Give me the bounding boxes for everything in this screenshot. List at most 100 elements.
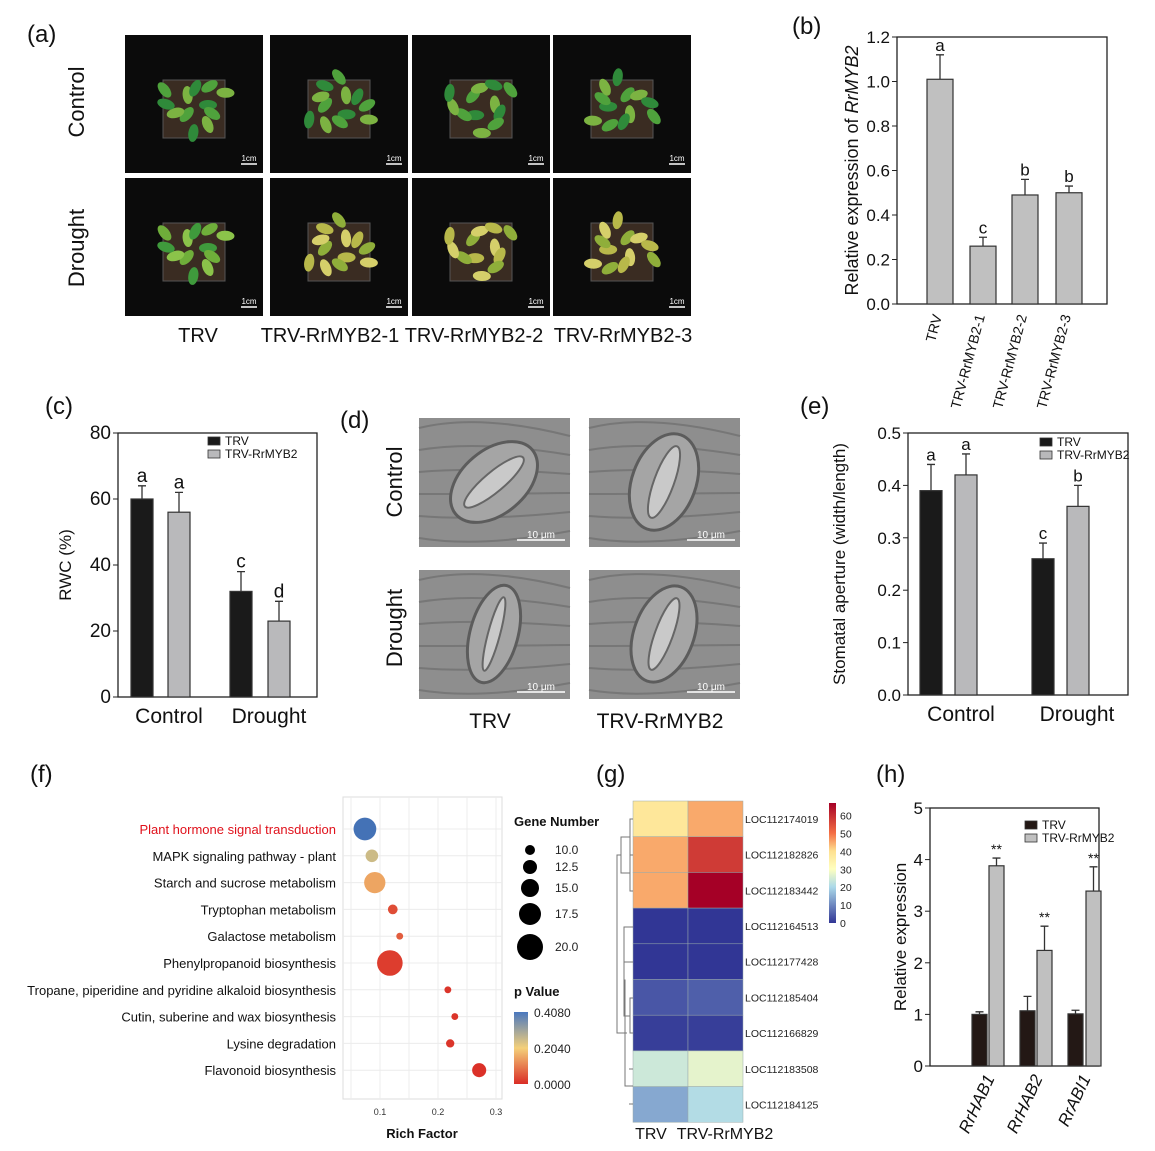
y-tick-label: 1.2 (866, 28, 890, 47)
x-category-label: RrHAB1 (955, 1072, 999, 1137)
error-bar (275, 600, 283, 622)
size-legend-circle (519, 903, 541, 925)
color-legend-title: p Value (514, 984, 560, 999)
panel-label-b: (b) (792, 13, 821, 40)
legend-label: TRV (225, 434, 249, 448)
legend-swatch (1039, 450, 1053, 460)
scale-bar-label: 1cm (386, 297, 401, 306)
significance-letter: d (274, 581, 285, 602)
row-label: LOC112182826 (745, 850, 819, 862)
leaf (216, 230, 235, 241)
scale-bar-label: 10 μm (697, 530, 725, 541)
x-category-label: Control (135, 705, 203, 728)
y-tick-label: 1.0 (866, 73, 890, 92)
cell-wall (418, 421, 571, 437)
panel-label-e: (e) (800, 393, 829, 420)
leaf (340, 229, 352, 248)
y-tick-label: 0.4 (866, 206, 890, 225)
y-tick-label: 0.1 (877, 634, 901, 653)
scale-bar-label: 1cm (241, 297, 256, 306)
heatmap-cell (632, 836, 689, 873)
pathway-label: Lysine degradation (227, 1036, 336, 1051)
size-legend-circle (525, 845, 535, 855)
scale-bar-label: 1cm (669, 154, 684, 163)
panel-c: (c) 0 20 40 60 80 RWC (%) a a Control c d Drought TRV… (45, 393, 318, 728)
bar (130, 498, 154, 698)
error-bar (1021, 178, 1029, 195)
y-tick-label: 0.5 (877, 424, 901, 443)
heatmap-cell (632, 800, 689, 837)
row-label-control: Control (382, 447, 407, 518)
y-tick-label: 20 (90, 621, 111, 642)
error-bar (927, 463, 935, 491)
x-axis-label: Rich Factor (386, 1126, 458, 1141)
leaf (444, 226, 455, 245)
leaf (331, 115, 348, 129)
panel-label-a: (a) (27, 21, 56, 48)
significance-letter: c (1039, 524, 1048, 543)
leaf (493, 104, 506, 122)
leaf (599, 78, 611, 96)
bar (1066, 505, 1090, 696)
y-tick-label: 3 (914, 902, 923, 921)
leaf (316, 223, 334, 235)
size-legend-label: 12.5 (555, 860, 579, 874)
bar (1067, 1013, 1084, 1067)
bar (1036, 949, 1053, 1067)
y-tick-label: 0.2 (877, 581, 901, 600)
column-label: TRV-RrMYB2-2 (405, 325, 544, 347)
leaf (503, 225, 518, 241)
color-legend-label: 0.4080 (534, 1006, 571, 1020)
leaf (447, 241, 459, 259)
leaf (311, 91, 330, 103)
row-label: LOC112183442 (745, 885, 819, 897)
legend-swatch (1024, 820, 1038, 830)
leaf (216, 87, 235, 98)
scale-bar-label: 1cm (241, 154, 256, 163)
y-axis-label: Relative expression of RrMYB2 (842, 45, 862, 295)
size-legend-label: 15.0 (555, 881, 579, 895)
leaf (304, 110, 315, 129)
bar (267, 620, 291, 698)
leaf (179, 250, 194, 266)
significance-letter: b (1073, 466, 1082, 485)
y-tick-label: 0.0 (866, 295, 890, 314)
panel-f: (f) Plant hormone signal transduction MAPK… (27, 761, 599, 1141)
error-bar (237, 570, 245, 592)
leaf (444, 83, 455, 102)
leaf (470, 225, 489, 237)
leaf (493, 247, 506, 265)
leaf (472, 127, 491, 139)
panel-h: (h) 0 1 2 3 4 5 Relative expression ** RrHAB1 ** Rr… (876, 761, 1115, 1136)
panel-g: (g) LOC112174019 LOC112182826 LOC112183442 L… (596, 761, 852, 1143)
leaf (601, 118, 619, 132)
leaf (337, 252, 356, 263)
bar (229, 590, 253, 698)
row-label: LOC112183508 (745, 1064, 819, 1076)
dendrogram (616, 818, 633, 1105)
size-legend-circle (517, 934, 543, 960)
legend-label: TRV (1042, 818, 1066, 832)
y-tick-label: 0.2 (866, 251, 890, 270)
significance-letter: a (926, 445, 936, 464)
significance-mark: ** (1088, 850, 1099, 866)
bubble (364, 871, 386, 894)
significance-letter: c (979, 218, 988, 237)
error-bar (1065, 185, 1073, 193)
heatmap-cell (632, 1014, 689, 1052)
leaf (204, 107, 221, 120)
y-tick-label: 40 (90, 555, 111, 576)
row-label: LOC112177428 (745, 957, 819, 969)
size-legend-title: Gene Number (514, 814, 599, 829)
leaf (612, 211, 623, 230)
error-bar (1023, 995, 1032, 1011)
bar (1031, 558, 1055, 696)
bubble (377, 950, 403, 976)
x-tick-label: 0.3 (490, 1107, 503, 1117)
row-label-control: Control (64, 67, 89, 138)
leaf (484, 79, 503, 91)
column-label: TRV-RrMYB2-1 (261, 325, 400, 347)
error-bar (1074, 484, 1082, 507)
legend-swatch (207, 436, 221, 446)
panel-label-g: (g) (596, 761, 625, 788)
